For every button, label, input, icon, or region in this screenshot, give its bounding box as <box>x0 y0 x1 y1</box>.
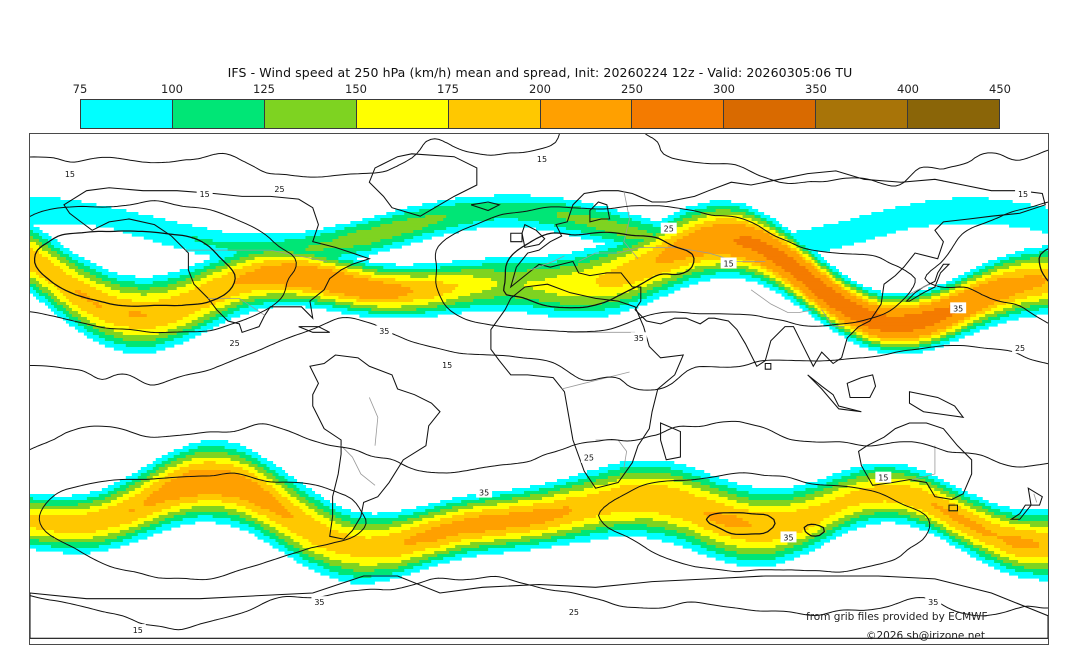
colorbar-tick-300: 300 <box>713 82 735 96</box>
colorbar-tick-250: 250 <box>621 82 643 96</box>
colorbar-segment-150 <box>356 100 449 128</box>
colorbar-tick-350: 350 <box>805 82 827 96</box>
colorbar-segment-300 <box>724 100 817 128</box>
map-canvas[interactable]: 15 25 35 15 35 15 35 25 25 35 15 35 25 35 15 35 15 25 15 15… <box>29 133 1049 645</box>
svg-text:35: 35 <box>928 598 938 607</box>
svg-text:35: 35 <box>479 489 489 498</box>
svg-text:35: 35 <box>379 327 389 336</box>
svg-text:15: 15 <box>200 190 210 199</box>
colorbar-segment-175 <box>448 100 541 128</box>
windspeed-fill-layer <box>30 194 1048 585</box>
svg-text:25: 25 <box>274 185 284 194</box>
colorbar-segments <box>80 99 1000 129</box>
svg-text:25: 25 <box>584 454 594 463</box>
colorbar-tick-125: 125 <box>253 82 275 96</box>
svg-text:15: 15 <box>878 474 888 483</box>
page-title: IFS - Wind speed at 250 hPa (km/h) mean … <box>227 64 853 80</box>
colorbar-segment-400 <box>908 100 1000 128</box>
colorbar-tick-400: 400 <box>897 82 919 96</box>
colorbar-segment-75 <box>81 100 173 128</box>
spread-contour-layer: 15 25 35 15 35 15 35 25 25 35 15 35 25 35 15 35 15 25 15 15… <box>30 134 1048 635</box>
svg-text:25: 25 <box>569 608 579 617</box>
colorbar-tick-150: 150 <box>345 82 367 96</box>
colorbar-tick-450: 450 <box>989 82 1011 96</box>
svg-text:15: 15 <box>724 259 734 268</box>
svg-text:15: 15 <box>442 361 452 370</box>
svg-text:35: 35 <box>314 598 324 607</box>
colorbar-tick-175: 175 <box>437 82 459 96</box>
svg-text:25: 25 <box>664 225 674 234</box>
colorbar-segment-350 <box>816 100 909 128</box>
svg-text:15: 15 <box>537 155 547 164</box>
copyright-notice: ©2026 sb@irizone.net <box>866 630 985 642</box>
source-credit: from grib files provided by ECMWF <box>806 611 988 623</box>
svg-text:35: 35 <box>634 334 644 343</box>
svg-text:15: 15 <box>133 626 143 635</box>
colorbar-segment-125 <box>264 100 357 128</box>
svg-text:25: 25 <box>1015 344 1025 353</box>
svg-text:25: 25 <box>230 339 240 348</box>
svg-text:35: 35 <box>783 533 793 542</box>
colorbar-tick-100: 100 <box>161 82 183 96</box>
colorbar-tick-75: 75 <box>72 82 88 96</box>
svg-text:35: 35 <box>953 304 963 313</box>
colorbar-tick-labels: 75 100 125 150 175 200 250 300 350 400 450 <box>73 82 1011 98</box>
colorbar-segment-200 <box>540 100 633 128</box>
colorbar-segment-250 <box>632 100 725 128</box>
svg-text:15: 15 <box>1018 190 1028 199</box>
svg-text:15: 15 <box>65 170 75 179</box>
colorbar-segment-100 <box>172 100 265 128</box>
colorbar: 75 100 125 150 175 200 250 300 350 400 450 <box>73 82 1011 129</box>
colorbar-tick-200: 200 <box>529 82 551 96</box>
